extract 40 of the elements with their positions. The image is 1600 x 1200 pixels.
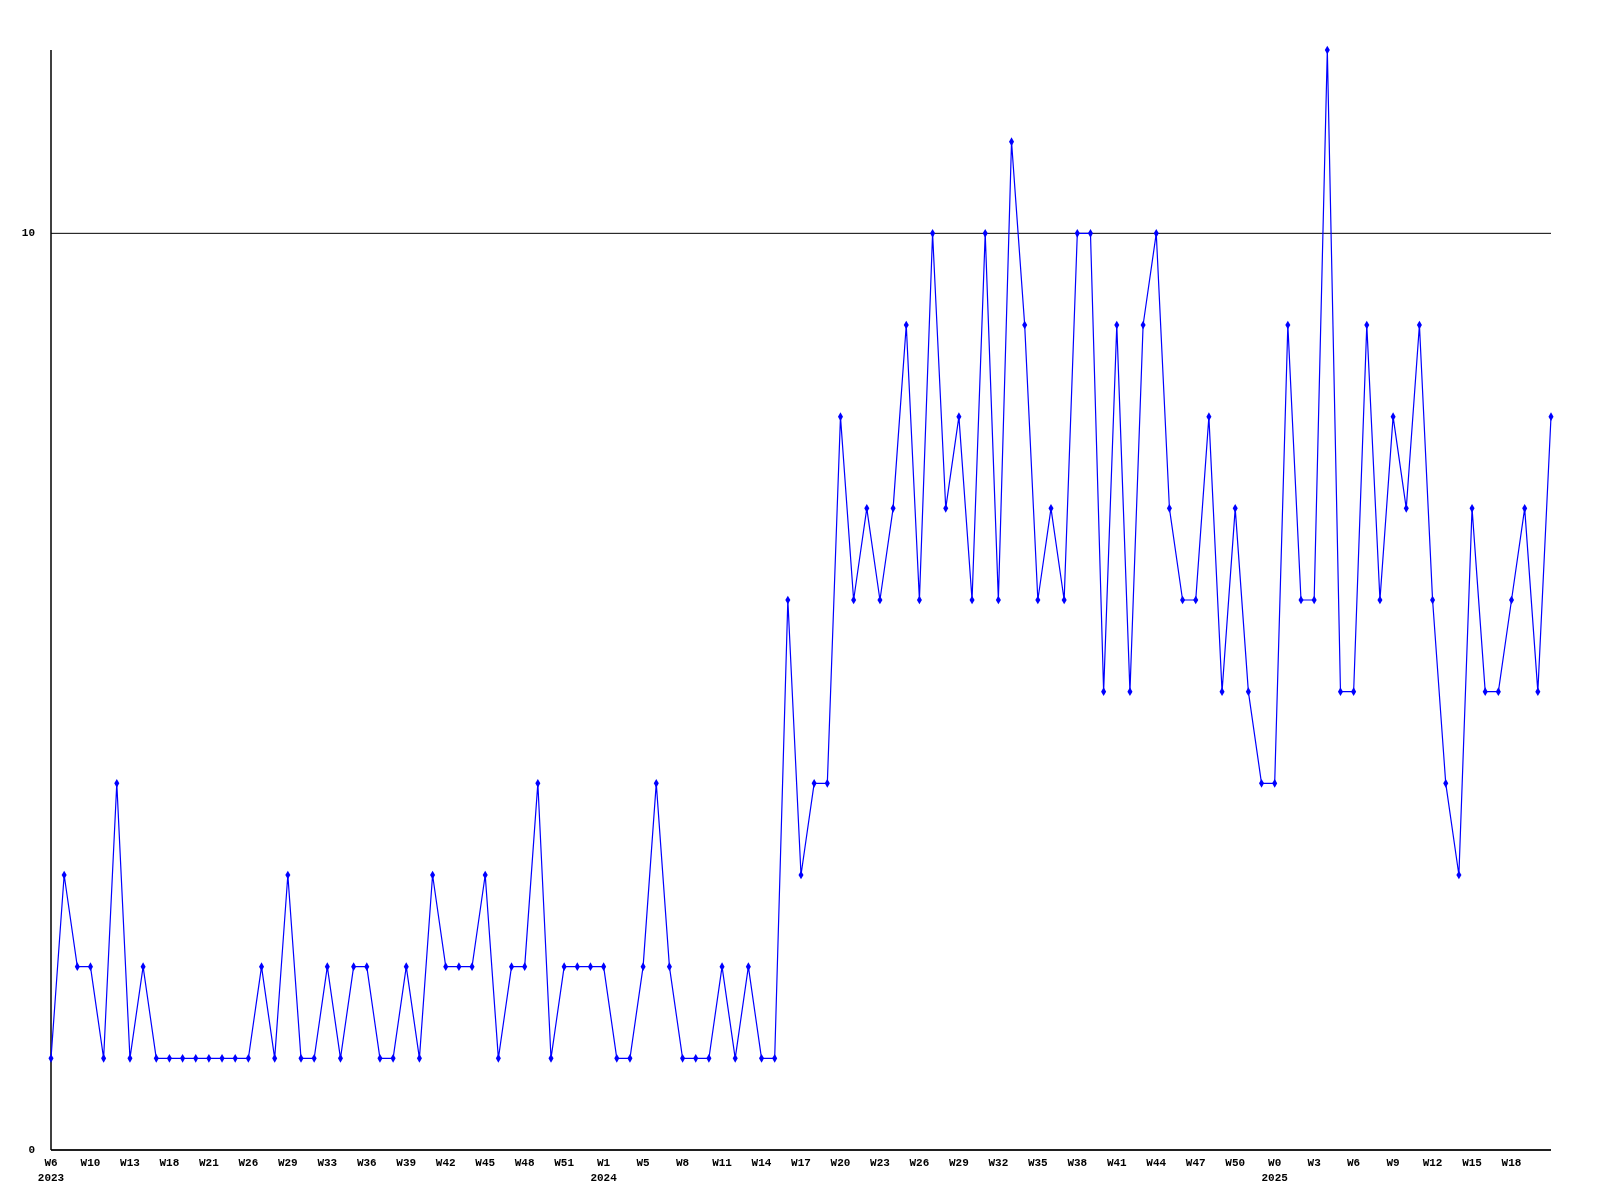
x-tick-label: W5 <box>636 1157 651 1169</box>
x-tick-label: W36 <box>356 1157 377 1169</box>
x-tick-label: W11 <box>712 1157 733 1169</box>
x-tick-label: W32 <box>988 1157 1009 1169</box>
x-tick-label: W6 2023 <box>37 1157 65 1184</box>
x-tick-label: W48 <box>514 1157 535 1169</box>
x-tick-label: W41 <box>1106 1157 1128 1169</box>
x-tick-label: W12 <box>1422 1157 1443 1169</box>
x-tick-label: W15 <box>1462 1157 1483 1169</box>
x-tick-label: W1 2024 <box>590 1157 618 1184</box>
x-tick-label: W33 <box>317 1157 338 1169</box>
x-tick-label: W6 <box>1347 1157 1361 1169</box>
x-tick-label: W10 <box>80 1157 101 1169</box>
x-tick-label: W0 2025 <box>1261 1157 1289 1184</box>
x-tick-label: W47 <box>1185 1157 1206 1169</box>
x-tick-label: W26 <box>909 1157 930 1169</box>
x-tick-label: W21 <box>198 1157 220 1169</box>
x-tick-label: W23 <box>870 1157 891 1169</box>
x-tick-label: W29 <box>277 1157 298 1169</box>
x-tick-label: W51 <box>554 1157 575 1169</box>
x-tick-label: W50 <box>1225 1157 1246 1169</box>
x-tick-label: W26 <box>238 1157 259 1169</box>
x-tick-label: W29 <box>948 1157 969 1169</box>
x-tick-label: W38 <box>1067 1157 1088 1169</box>
x-tick-label: W3 <box>1307 1157 1322 1169</box>
x-tick-label: W35 <box>1027 1157 1049 1169</box>
x-tick-label: W18 <box>1501 1157 1522 1169</box>
x-tick-label: W45 <box>475 1157 496 1169</box>
y-tick-label: 0 <box>28 1144 35 1156</box>
x-tick-label: W17 <box>791 1157 811 1169</box>
x-tick-label: W20 <box>830 1157 851 1169</box>
y-tick-label: 10 <box>21 227 35 240</box>
x-tick-label: W44 <box>1146 1157 1167 1169</box>
x-tick-label: W13 <box>120 1157 141 1169</box>
x-tick-label: W14 <box>751 1157 772 1169</box>
x-tick-label: W9 <box>1386 1157 1400 1169</box>
x-tick-label: W8 <box>675 1157 690 1169</box>
x-tick-label: W18 <box>159 1157 180 1169</box>
x-tick-label: W39 <box>396 1157 417 1169</box>
x-tick-label: W42 <box>435 1157 456 1169</box>
